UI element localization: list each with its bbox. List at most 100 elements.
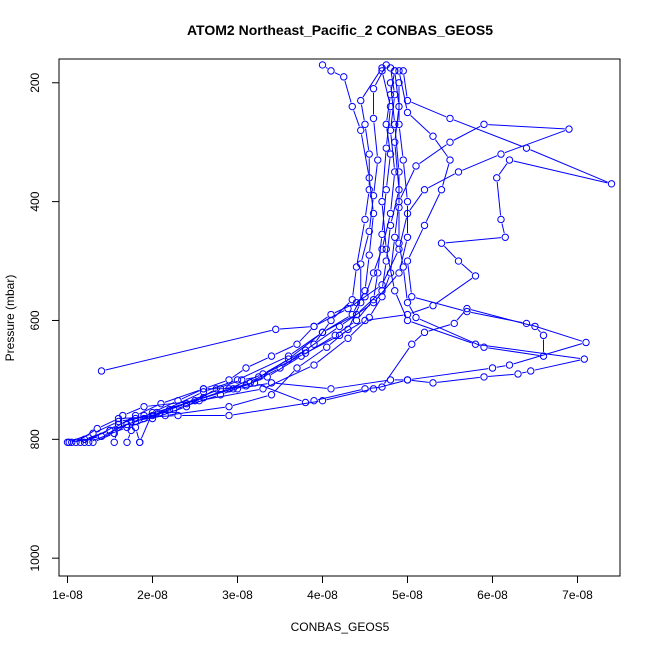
series-segment: [369, 181, 374, 210]
series-segment: [359, 293, 380, 313]
series-segment: [232, 370, 243, 378]
series-segment: [220, 380, 238, 388]
data-point: [420, 186, 429, 194]
series-segment: [361, 235, 369, 261]
series-segment: [105, 329, 272, 371]
data-point: [76, 438, 84, 446]
series-segment: [291, 334, 320, 357]
series-segment: [403, 74, 408, 97]
data-point: [259, 385, 267, 393]
series-segment: [122, 416, 141, 424]
data-point: [327, 310, 335, 319]
series-segment: [371, 300, 381, 315]
series-segment: [394, 74, 399, 103]
series-segment: [504, 130, 566, 154]
series-segment: [353, 294, 364, 312]
series-segment: [140, 416, 152, 439]
data-point: [580, 355, 588, 363]
series-segment: [156, 402, 175, 412]
series-segment: [534, 359, 581, 371]
series-segment: [334, 303, 353, 314]
series-segment: [344, 80, 352, 103]
data-point: [369, 85, 378, 93]
data-point: [374, 156, 382, 164]
series-segment: [400, 169, 415, 199]
data-point: [174, 396, 182, 405]
data-point: [382, 144, 390, 152]
series-segment: [479, 344, 581, 360]
data-point: [386, 150, 395, 158]
series-segment: [383, 252, 398, 282]
data-point: [361, 385, 369, 393]
series-segment: [407, 265, 412, 293]
data-point: [153, 408, 161, 417]
data-point: [365, 174, 373, 182]
data-point: [446, 114, 454, 123]
data-point: [403, 96, 412, 105]
series-segment: [442, 163, 450, 186]
data-point: [403, 376, 412, 384]
series-segment: [224, 377, 264, 394]
y-tick-label: 200: [28, 72, 42, 92]
data-point: [505, 156, 514, 164]
series-segment: [207, 383, 247, 397]
series-segment: [136, 431, 140, 439]
data-point: [607, 180, 616, 188]
data-point: [395, 120, 403, 129]
data-point: [386, 90, 395, 99]
series-segment: [419, 144, 447, 164]
data-point: [374, 269, 382, 277]
data-point: [297, 352, 305, 360]
series-segment: [316, 340, 346, 363]
series-segment: [411, 379, 429, 383]
profile-series: [123, 61, 378, 446]
series-segment: [394, 128, 400, 168]
series-segment: [399, 217, 408, 246]
data-point: [357, 126, 365, 135]
series-segment: [488, 373, 514, 378]
data-point: [131, 414, 140, 423]
series-segment: [358, 302, 372, 318]
data-point: [437, 186, 446, 194]
series-segment: [203, 389, 259, 401]
series-segment: [453, 125, 481, 141]
series-segment: [338, 322, 354, 334]
series-segment: [274, 370, 295, 393]
data-point: [408, 293, 416, 301]
series-segment: [411, 321, 472, 344]
series-segment: [119, 419, 122, 421]
data-point: [369, 191, 378, 200]
data-point: [352, 316, 361, 325]
series-segment: [317, 316, 328, 325]
series-segment: [530, 324, 583, 342]
data-point: [403, 257, 412, 265]
series-segment: [408, 228, 424, 258]
data-point: [344, 334, 352, 342]
data-point: [391, 233, 399, 241]
series-segment: [513, 343, 583, 365]
data-point: [395, 269, 403, 277]
series-segment: [369, 386, 378, 389]
x-tick-label: 5e-08: [392, 588, 423, 602]
series-segment: [501, 223, 505, 234]
data-point: [361, 120, 369, 129]
series-segment: [390, 193, 399, 222]
series-segment: [453, 119, 523, 148]
data-point: [429, 132, 437, 140]
series-segment: [427, 173, 456, 189]
series-segment: [411, 101, 447, 118]
data-point: [361, 215, 369, 224]
data-point: [403, 233, 412, 241]
series-segment: [249, 357, 268, 367]
data-point: [382, 61, 390, 69]
profile-series: [89, 61, 390, 446]
y-tick-label: 1000: [28, 545, 42, 572]
data-point: [395, 197, 403, 206]
data-point: [357, 260, 365, 268]
data-point: [463, 304, 471, 313]
series-segment: [375, 68, 385, 86]
series-segment: [266, 366, 311, 388]
series-segment: [117, 423, 129, 432]
series-segment: [513, 160, 608, 184]
profile-series: [72, 67, 588, 446]
